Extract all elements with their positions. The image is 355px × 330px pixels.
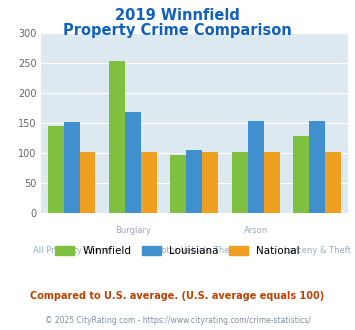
Bar <box>141 152 157 213</box>
Text: Larceny & Theft: Larceny & Theft <box>284 246 351 255</box>
Text: Compared to U.S. average. (U.S. average equals 100): Compared to U.S. average. (U.S. average … <box>31 291 324 301</box>
Bar <box>325 152 341 213</box>
Bar <box>264 152 280 213</box>
Bar <box>232 152 248 213</box>
Bar <box>80 152 95 213</box>
Text: 2019 Winnfield: 2019 Winnfield <box>115 8 240 23</box>
Text: All Property Crime: All Property Crime <box>33 246 110 255</box>
Bar <box>202 152 218 213</box>
Bar <box>248 121 264 213</box>
Text: Arson: Arson <box>244 226 268 235</box>
Text: © 2025 CityRating.com - https://www.cityrating.com/crime-statistics/: © 2025 CityRating.com - https://www.city… <box>45 316 310 325</box>
Bar <box>293 136 309 213</box>
Bar <box>309 121 325 213</box>
Text: Property Crime Comparison: Property Crime Comparison <box>63 23 292 38</box>
Bar <box>125 112 141 213</box>
Legend: Winnfield, Louisiana, National: Winnfield, Louisiana, National <box>51 242 304 260</box>
Bar <box>48 126 64 213</box>
Text: Motor Vehicle Theft: Motor Vehicle Theft <box>154 246 235 255</box>
Bar <box>64 122 80 213</box>
Bar <box>170 155 186 213</box>
Text: Burglary: Burglary <box>115 226 151 235</box>
Bar <box>186 150 202 213</box>
Bar <box>109 61 125 213</box>
